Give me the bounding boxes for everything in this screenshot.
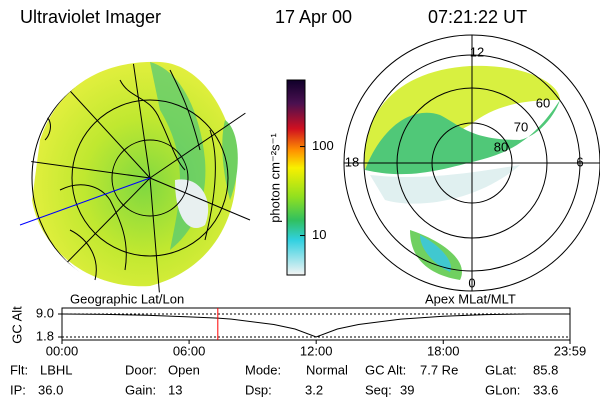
field-label: IP: xyxy=(10,382,26,397)
field-label: GLon: xyxy=(485,382,520,397)
title: Ultraviolet Imager xyxy=(20,7,161,27)
x-tick-label: 06:00 xyxy=(173,343,206,358)
field-label: Dsp: xyxy=(245,382,272,397)
field-value: 85.8 xyxy=(533,362,558,377)
field-label: Seq: xyxy=(365,382,392,397)
lat-label: 70 xyxy=(514,119,528,134)
y-axis-label: GC Alt xyxy=(9,306,24,344)
y-tick-label: 1.8 xyxy=(36,328,54,343)
field-value: 39 xyxy=(400,382,414,397)
field-label: GLat: xyxy=(485,362,517,377)
geo-label: Geographic Lat/Lon xyxy=(70,291,184,306)
colorbar-label: photon cm⁻²s⁻¹ xyxy=(267,133,282,223)
mlt-label: 12 xyxy=(470,44,484,59)
field-value: 36.0 xyxy=(38,382,63,397)
y-tick-label: 9.0 xyxy=(36,305,54,320)
x-tick-label: 00:00 xyxy=(46,343,79,358)
field-value: 7.7 Re xyxy=(420,362,458,377)
field-value: Normal xyxy=(306,362,348,377)
field-label: Flt: xyxy=(10,362,28,377)
colorbar xyxy=(286,79,306,276)
mlt-label: 0 xyxy=(468,275,475,290)
apex-label: Apex MLat/MLT xyxy=(425,291,516,306)
apex-image xyxy=(343,34,600,292)
colorbar-tick-label: 100 xyxy=(312,138,334,153)
field-label: Gain: xyxy=(125,382,156,397)
date: 17 Apr 00 xyxy=(275,7,352,27)
lat-label: 80 xyxy=(494,139,508,154)
field-value: LBHL xyxy=(40,362,73,377)
colorbar-tick-label: 10 xyxy=(312,227,326,242)
field-label: Door: xyxy=(125,362,157,377)
field-label: GC Alt: xyxy=(365,362,406,377)
time: 07:21:22 UT xyxy=(428,7,527,27)
field-value: Open xyxy=(168,362,200,377)
mlt-label: 18 xyxy=(345,154,359,169)
altitude-line xyxy=(61,313,570,338)
field-label: Mode: xyxy=(245,362,281,377)
geo-image xyxy=(19,61,266,293)
altitude-frame xyxy=(61,307,571,341)
field-value: 3.2 xyxy=(305,382,323,397)
mlt-label: 6 xyxy=(576,154,583,169)
lat-label: 60 xyxy=(536,95,550,110)
x-tick-label: 12:00 xyxy=(300,343,333,358)
field-value: 13 xyxy=(168,382,182,397)
field-value: 33.6 xyxy=(533,382,558,397)
x-tick-label: 23:59 xyxy=(554,343,587,358)
x-tick-label: 18:00 xyxy=(427,343,460,358)
